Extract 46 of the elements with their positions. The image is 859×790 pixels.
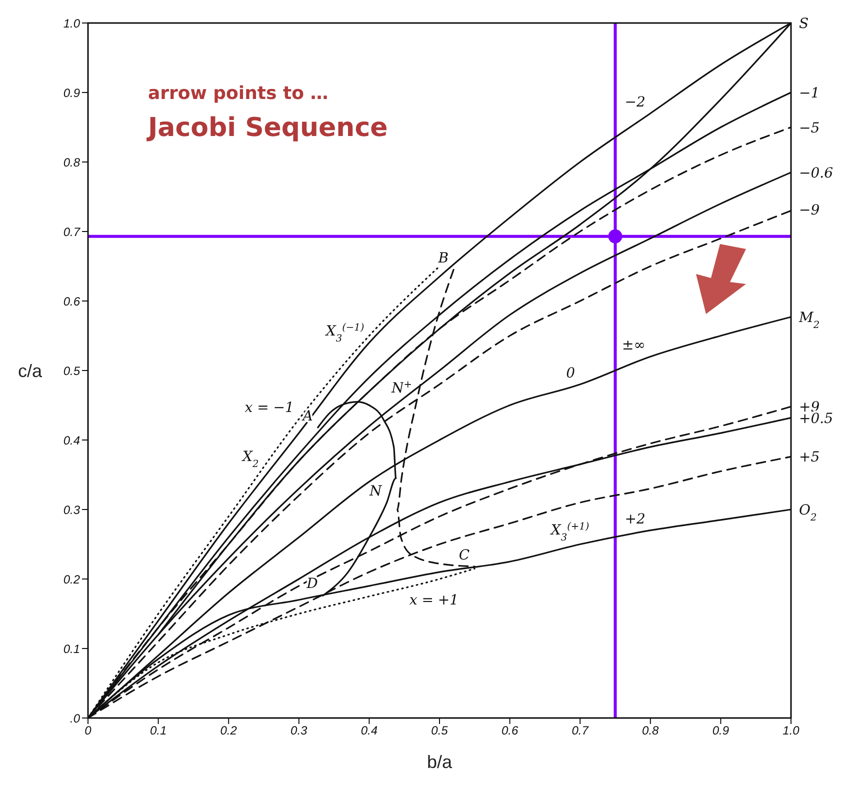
annotation: N$^{+}$ — [390, 379, 412, 397]
annotation: −9 — [799, 202, 820, 218]
y-tick-label: 0.8 — [63, 155, 80, 170]
x-tick-label: 0.1 — [150, 724, 167, 738]
x-tick-label: 0.6 — [501, 724, 518, 738]
annotation: x = −1 — [244, 400, 294, 416]
x-tick-label: 0.8 — [642, 724, 660, 738]
y-tick-label: 0.5 — [63, 364, 80, 378]
annotation: S — [799, 16, 809, 32]
annotation: +2 — [624, 511, 646, 528]
y-tick-label: 0.2 — [63, 572, 80, 586]
annotation: arrow points to … — [148, 83, 328, 104]
y-tick-label: 0.6 — [63, 294, 80, 308]
annotation: X$_{2}$ — [242, 448, 259, 470]
annotation: x = +1 — [409, 592, 459, 609]
annotation: −1 — [799, 86, 820, 102]
x-tick-label: 0.5 — [431, 724, 448, 738]
annotation: −5 — [799, 120, 820, 136]
y-tick-label: 0.4 — [63, 433, 80, 448]
annotation: ±∞ — [622, 338, 646, 354]
y-tick-label: 0.3 — [63, 502, 80, 517]
annotation: O$_{2}$ — [799, 502, 817, 523]
y-tick-label: 0.7 — [63, 224, 82, 239]
x-tick-label: 0 — [84, 724, 92, 738]
annotation: −0.6 — [799, 165, 834, 182]
y-tick-label: 0.1 — [63, 642, 80, 656]
y-tick-label: 1.0 — [63, 16, 80, 30]
x-axis-title: b/a — [426, 752, 453, 772]
annotation: B — [437, 250, 449, 267]
x-tick-label: 0.2 — [220, 724, 238, 738]
annotation: D — [306, 576, 318, 592]
annotation: −2 — [624, 94, 646, 110]
annotation: C — [458, 547, 470, 564]
y-axis-title: c/a — [18, 360, 43, 381]
y-tick-label: .0 — [70, 711, 80, 726]
x-tick-label: 0.7 — [572, 724, 590, 738]
x-tick-label: 0.4 — [360, 724, 378, 738]
annotation: 0 — [566, 365, 576, 382]
annotation: +5 — [799, 450, 820, 466]
y-tick-label: 0.9 — [63, 86, 80, 100]
x-tick-label: 0.9 — [712, 724, 730, 738]
x-tick-label: 1.0 — [782, 724, 800, 738]
annotation: M$_{2}$ — [798, 310, 820, 330]
annotation: Jacobi Sequence — [148, 113, 388, 143]
x-tick-label: 0.3 — [290, 724, 308, 738]
annotation: N — [368, 484, 383, 500]
